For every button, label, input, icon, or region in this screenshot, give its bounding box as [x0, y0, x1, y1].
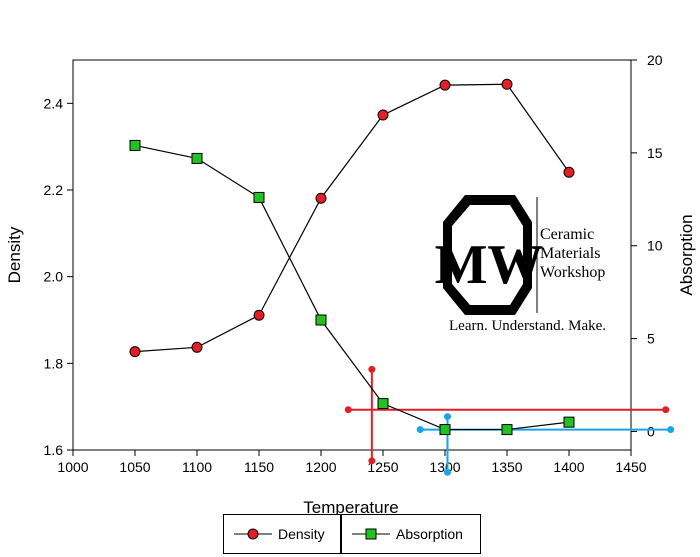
data-point-absorption: [129, 139, 141, 151]
logo-hexagon-inner: [452, 205, 523, 305]
cmw-logo: MW Ceramic Materials Workshop Learn. Und…: [435, 195, 606, 334]
series: [129, 78, 575, 436]
crosshair-endpoint: [416, 426, 424, 434]
legend-density-label: Density: [278, 526, 325, 542]
data-point-absorption: [501, 424, 513, 436]
data-point-density: [563, 166, 575, 178]
x-tick-label: 1100: [182, 459, 212, 475]
logo-tagline: Learn. Understand. Make.: [449, 318, 606, 334]
data-point-density: [191, 341, 203, 353]
data-point-absorption: [563, 416, 575, 428]
series-line-absorption: [134, 144, 570, 431]
y2-tick-label: 0: [647, 423, 655, 439]
legend-absorption-label: Absorption: [396, 526, 463, 542]
crosshair-endpoint: [443, 468, 451, 476]
x-tick-label: 1150: [244, 459, 274, 475]
plot-frame: [72, 59, 632, 451]
data-point-absorption: [377, 398, 389, 410]
legend-density-marker: [234, 528, 272, 540]
data-point-density: [253, 309, 265, 321]
logo-line-3: Workshop: [540, 264, 605, 281]
logo-letters: MW: [435, 234, 544, 296]
legend-item-density: Density: [223, 514, 341, 554]
crosshair-endpoint: [344, 406, 352, 414]
series-line-density: [134, 83, 570, 353]
data-point-density: [129, 346, 141, 358]
x-tick-label: 1050: [119, 459, 150, 475]
crosshair-endpoint: [368, 365, 376, 373]
y-tick-label: 2.0: [44, 269, 64, 285]
x-tick-label: 1350: [491, 459, 522, 475]
crosshair-endpoint: [667, 426, 675, 434]
x-axis-title: Temperature: [303, 498, 398, 517]
legend-absorption-marker: [352, 528, 390, 540]
y-tick-label: 1.8: [44, 355, 64, 371]
data-point-absorption: [191, 152, 203, 164]
x-tick-label: 1250: [367, 459, 398, 475]
y2-tick-label: 20: [647, 52, 663, 68]
x-tick-label: 1400: [553, 459, 584, 475]
x-tick-label: 1000: [57, 459, 88, 475]
data-point-absorption: [439, 424, 451, 436]
y-tick-label: 2.2: [44, 182, 64, 198]
x-tick-label: 1200: [305, 459, 336, 475]
data-point-density: [377, 109, 389, 121]
data-point-absorption: [253, 191, 265, 203]
y2-tick-label: 10: [647, 238, 663, 254]
y2-tick-label: 15: [647, 145, 663, 161]
y-axis-title: Density: [5, 226, 24, 283]
legend-item-absorption: Absorption: [341, 514, 481, 554]
x-tick-label: 1300: [429, 459, 460, 475]
data-point-absorption: [315, 314, 327, 326]
axes: 1000 1050 1100 1150 1200 1250 1300 1350 1400 1450…: [44, 52, 663, 475]
logo-line-2: Materials: [540, 245, 600, 262]
data-point-density: [439, 79, 451, 91]
crosshair-endpoint: [443, 413, 451, 421]
crosshair-endpoint: [368, 457, 376, 465]
x-tick-label: 1450: [615, 459, 646, 475]
y-tick-label: 1.6: [44, 442, 64, 458]
logo-line-1: Ceramic: [540, 226, 594, 243]
y-tick-label: 2.4: [44, 95, 64, 111]
data-point-density: [501, 78, 513, 90]
y2-tick-label: 5: [647, 331, 655, 347]
crosshair-endpoint: [662, 406, 670, 414]
y2-axis-title: Absorption: [677, 214, 696, 295]
data-point-density: [315, 192, 327, 204]
